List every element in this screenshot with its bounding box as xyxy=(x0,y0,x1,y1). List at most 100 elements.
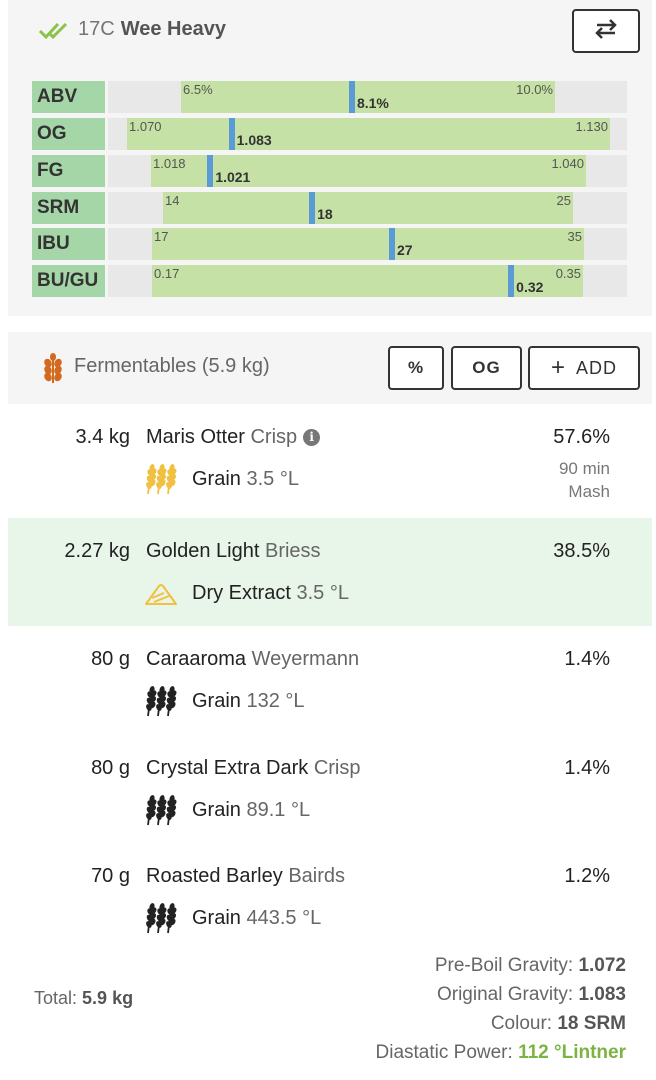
add-fermentable-button[interactable]: + ADD xyxy=(528,346,640,390)
fermentable-row[interactable]: 80 g Crystal Extra Dark Crisp Grain 89.1… xyxy=(8,735,652,843)
fermentables-header: Fermentables (5.9 kg) % OG + ADD xyxy=(8,332,652,404)
fermentable-supplier: Crisp xyxy=(313,757,361,779)
total-weight: Total: 5.9 kg xyxy=(34,988,133,1009)
style-ranges: ABV 6.5% 10.0% 8.1% OG 1.070 1.130 1.083… xyxy=(8,66,652,316)
fermentable-colour: 3.5 °L xyxy=(296,582,349,604)
style-name: Wee Heavy xyxy=(120,18,226,40)
range-label: SRM xyxy=(32,192,105,224)
range-row-fg: FG 1.018 1.040 1.021 xyxy=(32,155,627,187)
grain-icon xyxy=(144,462,178,501)
style-title[interactable]: 17C Wee Heavy xyxy=(38,18,226,41)
fermentable-type: Grain 443.5 °L xyxy=(192,907,321,930)
range-min: 1.018 xyxy=(153,156,186,171)
fermentable-supplier: Crisp xyxy=(250,426,298,448)
range-row-og: OG 1.070 1.130 1.083 xyxy=(32,118,627,150)
range-min: 17 xyxy=(154,229,169,244)
fermentable-name-text: Golden Light xyxy=(146,540,260,562)
fermentable-type: Grain 132 °L xyxy=(192,690,305,713)
fermentable-row[interactable]: 80 g Caraaroma Weyermann Grain 132 °L 1.… xyxy=(8,626,652,735)
range-track: 17 35 27 xyxy=(108,228,627,260)
range-min: 0.17 xyxy=(154,266,180,281)
fermentable-amount: 80 g xyxy=(91,648,130,670)
range-fill xyxy=(163,192,573,224)
fermentable-supplier: Weyermann xyxy=(251,648,360,670)
fermentable-colour: 443.5 °L xyxy=(246,907,322,929)
fermentable-colour: 89.1 °L xyxy=(246,799,311,821)
range-fill xyxy=(127,118,610,150)
wheat-icon xyxy=(42,352,64,389)
fermentable-name: Crystal Extra Dark Crisp xyxy=(146,757,360,780)
fermentable-name-text: Caraaroma xyxy=(146,648,247,670)
dp-value: 112 °Lintner xyxy=(518,1042,626,1063)
range-label: IBU xyxy=(32,228,105,260)
fermentable-row[interactable]: 3.4 kg Maris Otter Crisp i Grain 3.5 °L 5… xyxy=(8,404,652,518)
fermentable-percent: 38.5% xyxy=(553,540,610,562)
fermentable-percent: 57.6% xyxy=(553,426,610,448)
range-row-abv: ABV 6.5% 10.0% 8.1% xyxy=(32,81,627,113)
fermentable-row[interactable]: 70 g Roasted Barley Bairds Grain 443.5 °… xyxy=(8,843,652,952)
range-marker xyxy=(309,192,316,224)
range-value: 8.1% xyxy=(356,95,389,111)
original-gravity: Original Gravity: 1.083 xyxy=(437,984,626,1006)
double-check-icon xyxy=(38,20,72,40)
fermentable-colour: 132 °L xyxy=(246,690,305,712)
fermentable-name-text: Crystal Extra Dark xyxy=(146,757,309,779)
range-fill xyxy=(151,155,586,187)
range-row-ibu: IBU 17 35 27 xyxy=(32,228,627,260)
fermentable-name: Golden Light Briess xyxy=(146,540,321,563)
grain-icon xyxy=(144,901,178,940)
og-button-label: OG xyxy=(472,358,501,377)
diastatic-power: Diastatic Power: 112 °Lintner xyxy=(376,1042,626,1064)
range-value: 18 xyxy=(317,206,333,222)
range-max: 0.35 xyxy=(555,266,581,281)
range-max: 1.130 xyxy=(575,119,608,134)
range-marker xyxy=(508,265,515,297)
info-icon[interactable]: i xyxy=(303,429,321,446)
fermentable-row[interactable]: 2.27 kg Golden Light Briess Dry Extract … xyxy=(8,518,652,626)
fermentable-name-text: Roasted Barley xyxy=(146,865,283,887)
range-marker xyxy=(389,228,395,260)
fermentables-title: Fermentables (5.9 kg) xyxy=(74,355,270,377)
og-button[interactable]: OG xyxy=(451,346,522,390)
fermentable-type: Grain 89.1 °L xyxy=(192,799,310,822)
dry-extract-icon xyxy=(144,580,178,613)
fermentable-percent: 1.4% xyxy=(564,757,610,779)
fermentable-type-text: Dry Extract xyxy=(192,582,291,604)
swap-style-button[interactable] xyxy=(572,9,640,53)
fermentable-supplier: Briess xyxy=(264,540,321,562)
range-min: 14 xyxy=(165,193,180,208)
colour-value: 18 SRM xyxy=(557,1013,626,1034)
range-label: ABV xyxy=(32,81,105,113)
preboil-value: 1.072 xyxy=(578,955,626,976)
range-marker xyxy=(228,118,235,150)
range-row-bu-gu: BU/GU 0.17 0.35 0.32 xyxy=(32,265,627,297)
fermentable-name-text: Maris Otter xyxy=(146,426,245,448)
range-max: 35 xyxy=(567,229,582,244)
fermentable-name: Roasted Barley Bairds xyxy=(146,865,345,888)
fermentable-amount: 70 g xyxy=(91,865,130,887)
range-track: 6.5% 10.0% 8.1% xyxy=(108,81,627,113)
range-min: 6.5% xyxy=(183,82,213,97)
fermentable-type-text: Grain xyxy=(192,799,241,821)
fermentable-percent: 1.2% xyxy=(564,865,610,887)
fermentable-colour: 3.5 °L xyxy=(246,468,299,490)
fermentable-percent: 1.4% xyxy=(564,648,610,670)
range-marker xyxy=(348,81,355,113)
plus-icon: + xyxy=(550,354,566,381)
range-label: BU/GU xyxy=(32,265,105,297)
grain-icon xyxy=(144,793,178,832)
range-value: 0.32 xyxy=(516,279,544,295)
range-max: 25 xyxy=(556,193,571,208)
swap-horiz-icon xyxy=(593,18,619,45)
range-row-srm: SRM 14 25 18 xyxy=(32,192,627,224)
range-value: 1.021 xyxy=(215,169,251,185)
range-track: 1.018 1.040 1.021 xyxy=(108,155,627,187)
colour-label: Colour: xyxy=(490,1013,553,1034)
range-fill xyxy=(152,228,584,260)
add-button-label: ADD xyxy=(576,357,618,378)
total-label: Total: xyxy=(34,988,78,1008)
dp-label: Diastatic Power: xyxy=(375,1042,513,1063)
range-track: 0.17 0.35 0.32 xyxy=(108,265,627,297)
percent-button[interactable]: % xyxy=(388,346,444,390)
range-fill xyxy=(181,81,555,113)
